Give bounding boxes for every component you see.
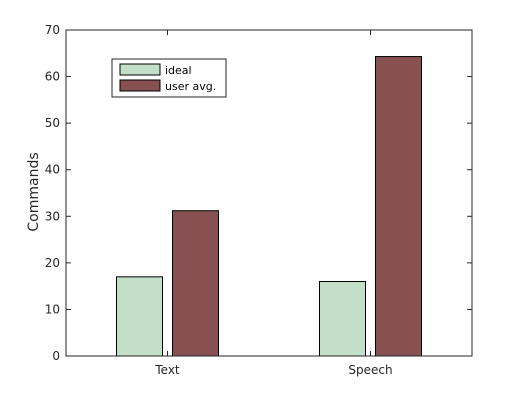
legend-swatch: [119, 63, 161, 76]
legend-label: ideal: [165, 64, 192, 77]
y-axis-ticks: 0 10 20 30 40 50 60 70: [45, 23, 472, 363]
y-tick-label: 0: [52, 349, 60, 363]
legend-label: user avg.: [165, 80, 216, 93]
legend-swatch: [119, 79, 161, 92]
y-tick-label: 10: [45, 302, 60, 316]
bar-ideal-speech: [319, 280, 366, 357]
y-tick-label: 60: [45, 70, 60, 84]
plot-area: [65, 29, 473, 357]
legend: ideal user avg.: [111, 58, 227, 98]
y-tick-label: 70: [45, 23, 60, 37]
y-tick-label: 50: [45, 116, 60, 130]
y-tick-label: 30: [45, 209, 60, 223]
y-axis-label: Commands: [26, 152, 42, 231]
x-tick-label: Speech: [348, 363, 392, 377]
y-tick-label: 20: [45, 256, 60, 270]
x-axis-ticks: Text Speech: [154, 30, 393, 377]
y-tick-label: 40: [45, 163, 60, 177]
bar-user-avg-speech: [375, 56, 422, 357]
bar-user-avg-text: [172, 210, 219, 357]
axes-box: [65, 29, 473, 357]
bar-ideal-text: [116, 276, 163, 357]
x-tick-label: Text: [154, 363, 180, 377]
